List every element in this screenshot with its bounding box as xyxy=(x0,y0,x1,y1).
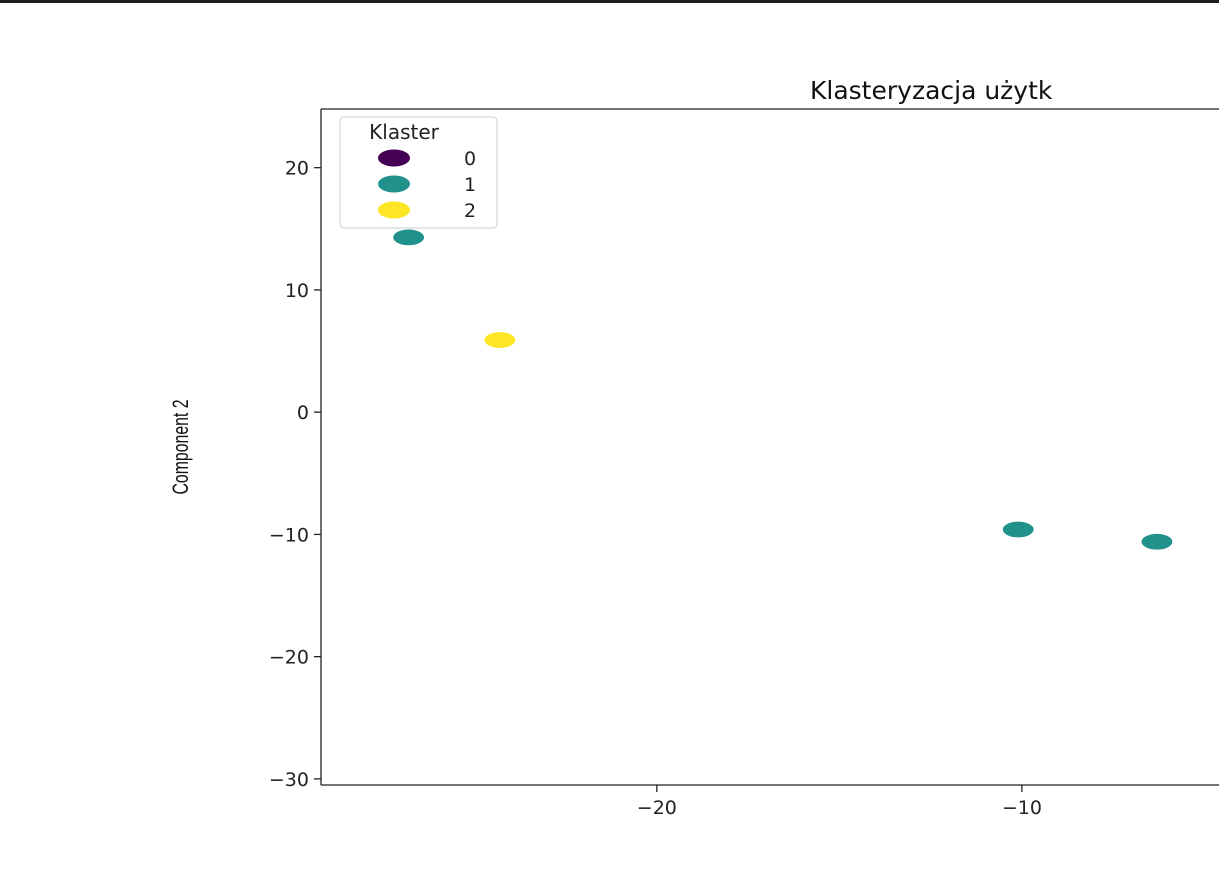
x-tick-label: −20 xyxy=(637,797,677,819)
y-tick-label: 20 xyxy=(285,158,309,180)
x-tick-label: −10 xyxy=(1002,797,1042,819)
legend: Klaster 0 1 2 xyxy=(339,116,498,229)
legend-marker-1 xyxy=(378,175,410,193)
y-tick-label: −30 xyxy=(269,769,309,791)
y-tick-label: −20 xyxy=(269,647,309,669)
legend-marker-2 xyxy=(378,201,410,219)
y-tick-label: 0 xyxy=(297,402,309,424)
y-tick-label: −10 xyxy=(269,524,309,546)
top-border xyxy=(0,0,1219,3)
y-tick-label: 10 xyxy=(285,280,309,302)
legend-label-1: 1 xyxy=(464,174,476,196)
data-point-cluster-2 xyxy=(483,330,517,350)
data-points xyxy=(392,228,1174,551)
data-point-cluster-1 xyxy=(1001,520,1035,539)
y-axis-label: Component 2 xyxy=(170,399,194,494)
legend-box xyxy=(339,116,498,229)
legend-label-2: 2 xyxy=(464,200,476,222)
legend-label-0: 0 xyxy=(464,148,476,170)
legend-marker-0 xyxy=(378,149,410,167)
data-point-cluster-1 xyxy=(392,228,426,247)
data-point-cluster-1 xyxy=(1140,532,1174,551)
legend-title: Klaster xyxy=(369,120,439,144)
chart-title: Klasteryzacja użytk xyxy=(810,76,1053,105)
